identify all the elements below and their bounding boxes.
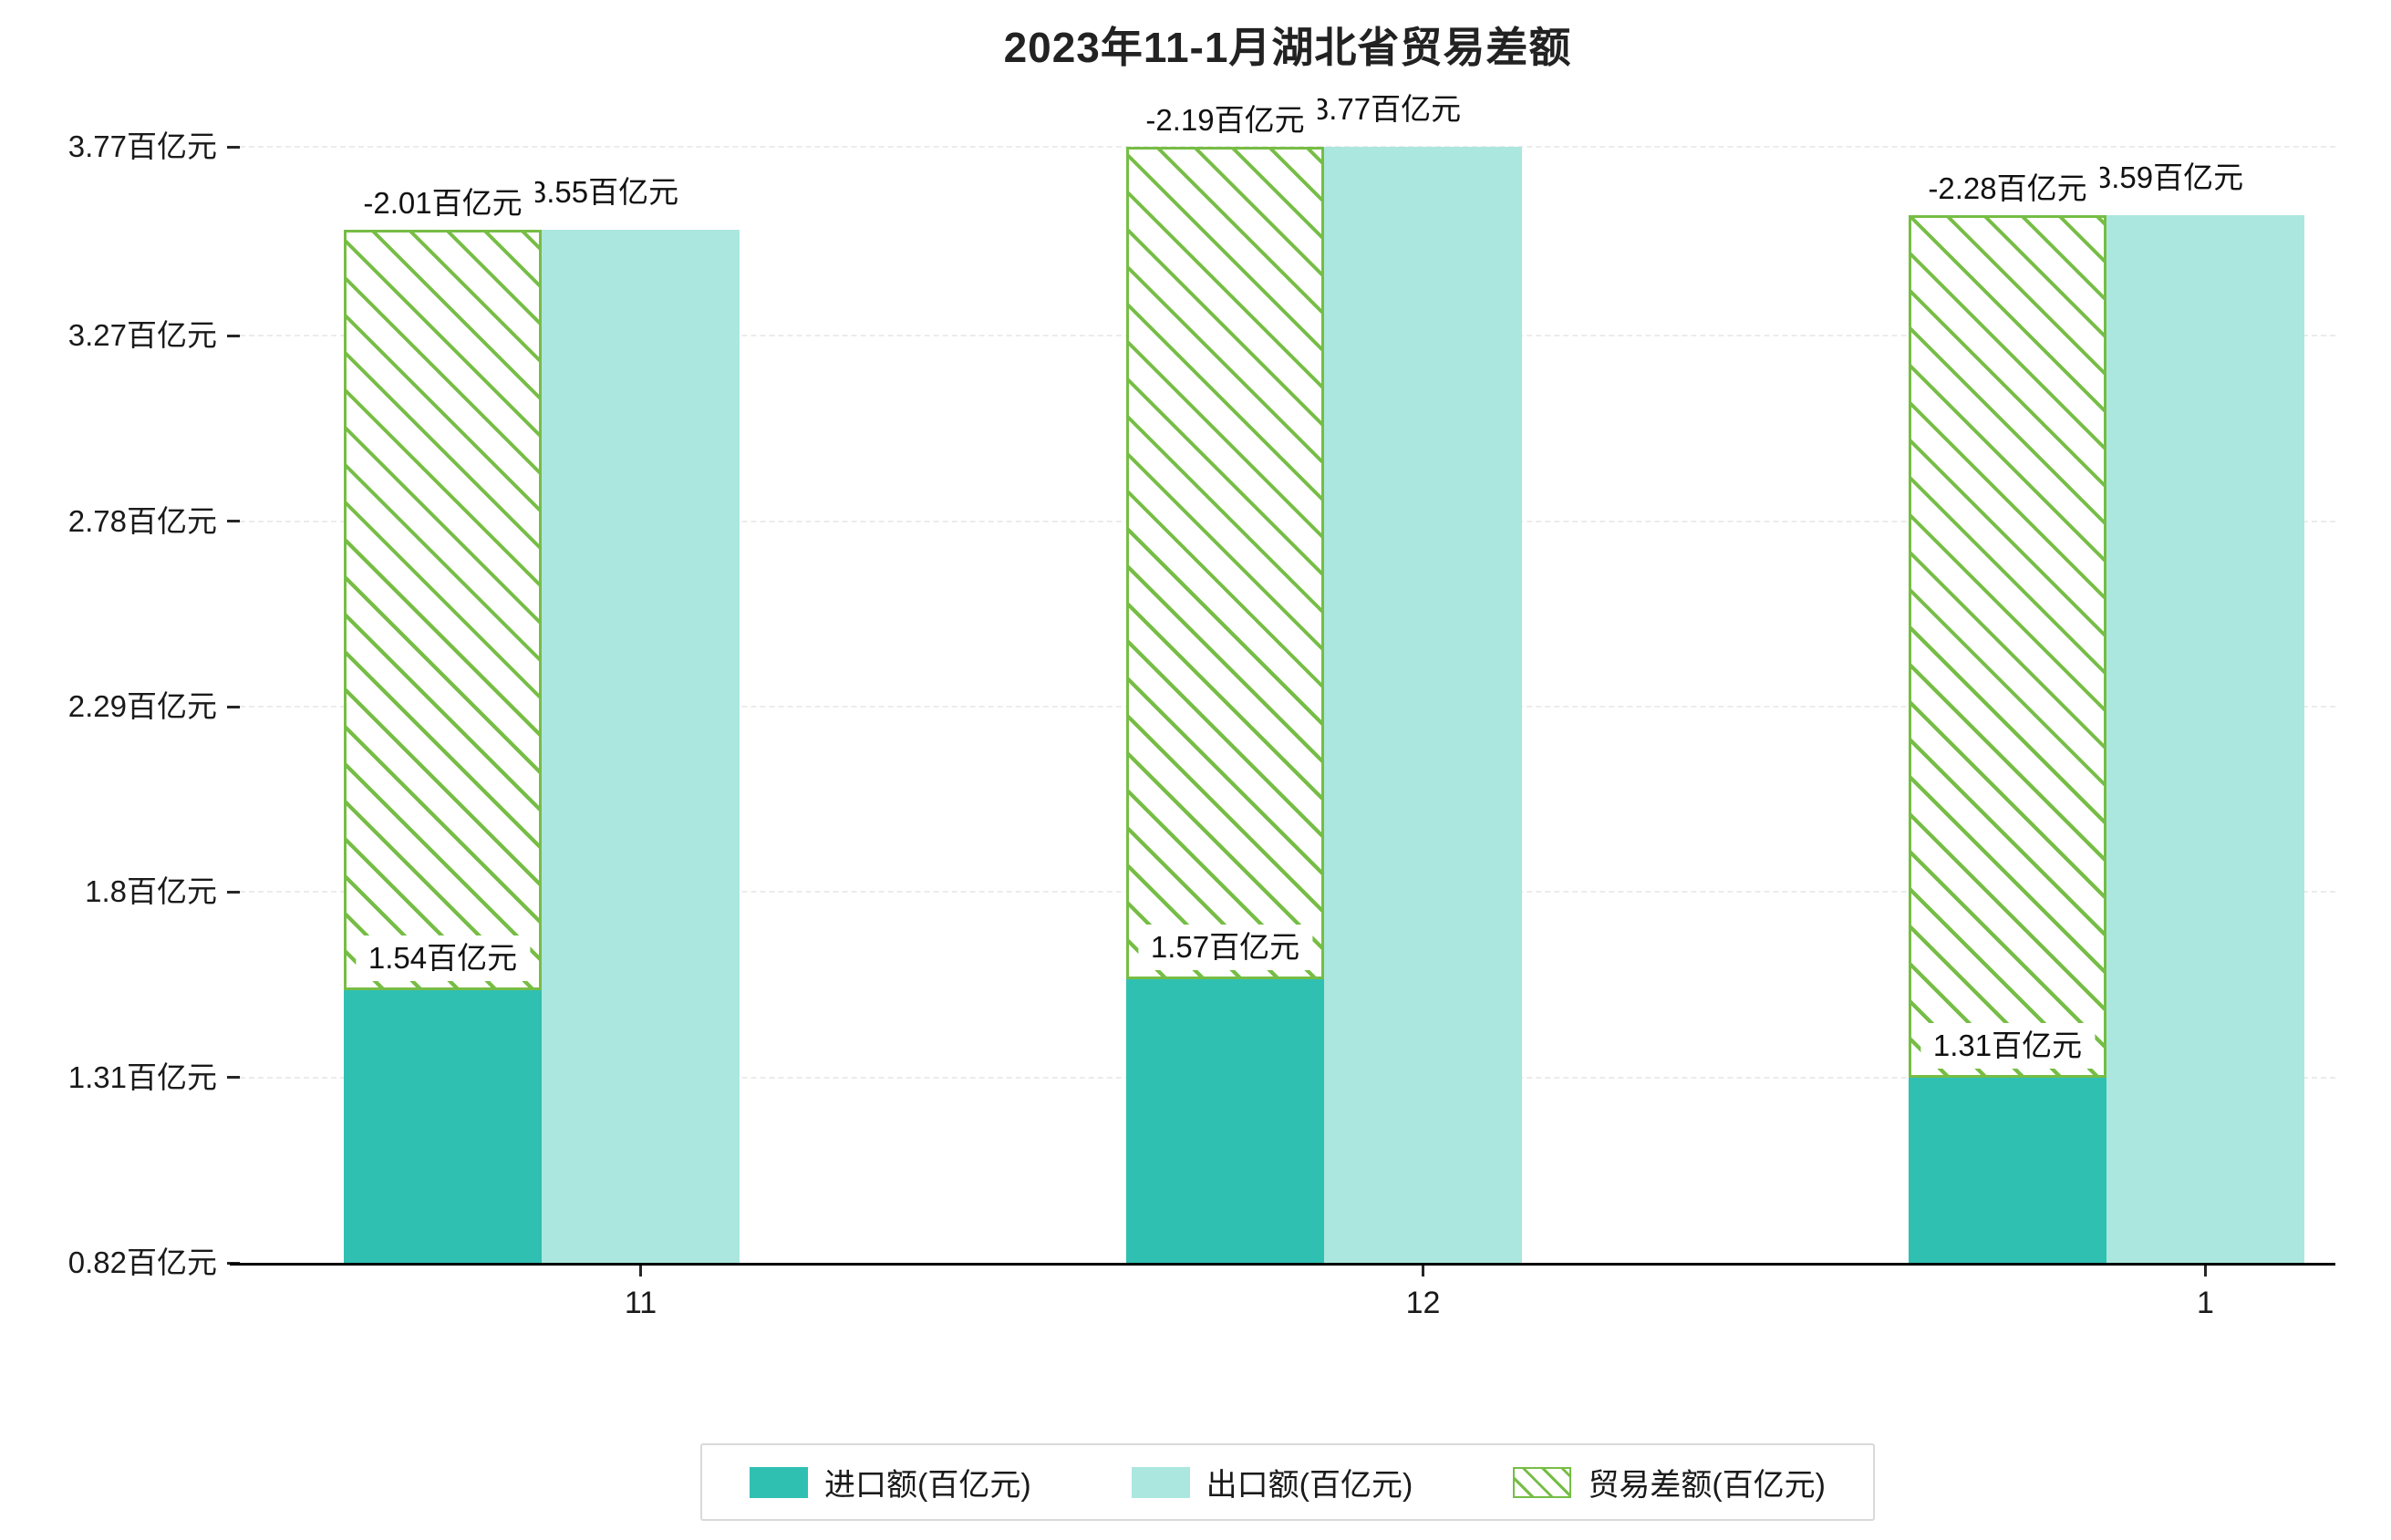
y-tick-label: 2.29百亿元 [67,689,217,724]
export-bar [1324,147,1522,1263]
trade-balance-bar [344,230,542,991]
import-series-swatch [750,1466,809,1498]
x-tick-label: 11 [624,1286,657,1320]
trade-balance-series-swatch [1513,1466,1572,1498]
x-tick-mark [639,1266,642,1276]
import-bar [344,990,542,1263]
y-tick-label: 0.82百亿元 [67,1245,217,1279]
y-tick-label: 1.31百亿元 [67,1059,217,1094]
export-value-label: 3.59百亿元 [2081,154,2257,201]
import-value-label: 1.57百亿元 [1137,924,1313,970]
x-tick-label: 12 [1405,1286,1441,1320]
export-value-label: 3.55百亿元 [516,170,692,216]
legend-label-import: 进口额(百亿元) [824,1468,1031,1503]
legend-item-export: 出口额(百亿元) [1131,1460,1413,1504]
legend-item-import: 进口额(百亿元) [750,1460,1031,1504]
legend-item-trade-balance: 贸易差额(百亿元) [1513,1460,1826,1504]
y-tick-mark [227,705,240,708]
import-value-label: 1.31百亿元 [1920,1022,2096,1069]
trade-balance-bar [1909,214,2106,1078]
export-value-label: 3.77百亿元 [1299,87,1475,132]
export-bar [542,230,740,1263]
y-tick-label: 3.77百亿元 [67,129,217,163]
y-tick-label: 3.27百亿元 [67,318,217,353]
legend: 进口额(百亿元) 出口额(百亿元) 贸易差额(百亿元) [700,1443,1875,1521]
import-bar [1909,1077,2106,1263]
export-series-swatch [1131,1466,1190,1498]
y-tick-mark [227,1076,240,1080]
x-axis-line [230,1263,2335,1266]
x-tick-mark [2204,1266,2207,1276]
y-tick-label: 2.78百亿元 [67,503,217,538]
legend-label-export: 出口额(百亿元) [1206,1468,1413,1503]
y-tick-mark [227,334,240,337]
y-tick-mark [227,890,240,894]
import-value-label: 1.54百亿元 [355,935,531,982]
trade-balance-value-label: -2.19百亿元 [1133,98,1318,143]
x-tick-label: 1 [2197,1286,2214,1320]
import-bar [1126,978,1324,1263]
legend-label-trade-balance: 贸易差额(百亿元) [1588,1468,1826,1503]
chart-title: 2023年11-1月湖北省贸易差额 [1003,24,1572,71]
x-tick-mark [1422,1266,1424,1276]
trade-balance-value-label: -2.01百亿元 [350,181,535,227]
trade-balance-bar [1126,147,1324,979]
y-tick-mark [227,145,240,149]
y-tick-mark [227,520,240,523]
trade-balance-value-label: -2.28百亿元 [1915,165,2100,212]
export-bar [2106,214,2304,1263]
y-tick-label: 1.8百亿元 [85,874,217,909]
